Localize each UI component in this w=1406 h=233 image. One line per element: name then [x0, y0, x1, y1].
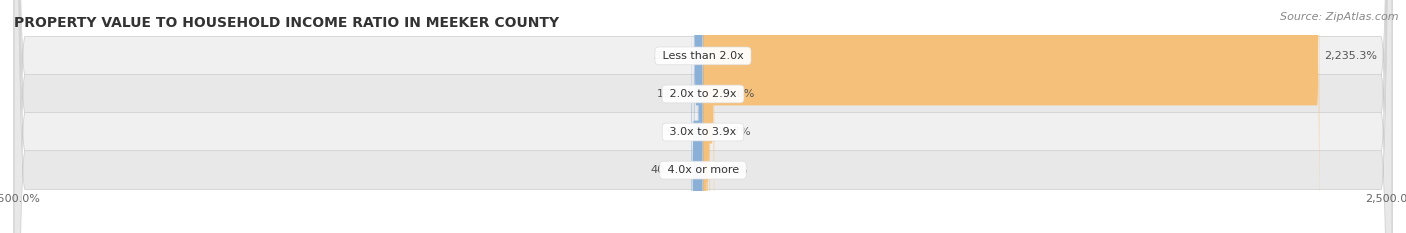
FancyBboxPatch shape [14, 0, 1392, 233]
Text: 9.1%: 9.1% [666, 127, 695, 137]
Text: 39.6%: 39.6% [720, 89, 755, 99]
Text: 24.7%: 24.7% [716, 127, 751, 137]
Text: 2.0x to 2.9x: 2.0x to 2.9x [666, 89, 740, 99]
FancyBboxPatch shape [703, 0, 707, 233]
Text: 17.5%: 17.5% [657, 89, 693, 99]
FancyBboxPatch shape [697, 0, 703, 233]
Text: Source: ZipAtlas.com: Source: ZipAtlas.com [1281, 12, 1399, 22]
FancyBboxPatch shape [695, 0, 703, 233]
FancyBboxPatch shape [14, 0, 1392, 233]
FancyBboxPatch shape [700, 0, 703, 233]
FancyBboxPatch shape [692, 0, 703, 233]
FancyBboxPatch shape [14, 0, 1392, 233]
Text: PROPERTY VALUE TO HOUSEHOLD INCOME RATIO IN MEEKER COUNTY: PROPERTY VALUE TO HOUSEHOLD INCOME RATIO… [14, 16, 560, 30]
Text: 2,235.3%: 2,235.3% [1324, 51, 1378, 61]
FancyBboxPatch shape [14, 0, 1392, 233]
Text: 40.7%: 40.7% [651, 165, 686, 175]
Text: 4.0x or more: 4.0x or more [664, 165, 742, 175]
FancyBboxPatch shape [703, 0, 1319, 233]
FancyBboxPatch shape [703, 0, 714, 233]
Text: 3.0x to 3.9x: 3.0x to 3.9x [666, 127, 740, 137]
Text: Less than 2.0x: Less than 2.0x [659, 51, 747, 61]
FancyBboxPatch shape [703, 0, 710, 233]
Text: 16.0%: 16.0% [713, 165, 748, 175]
Text: 32.0%: 32.0% [654, 51, 689, 61]
